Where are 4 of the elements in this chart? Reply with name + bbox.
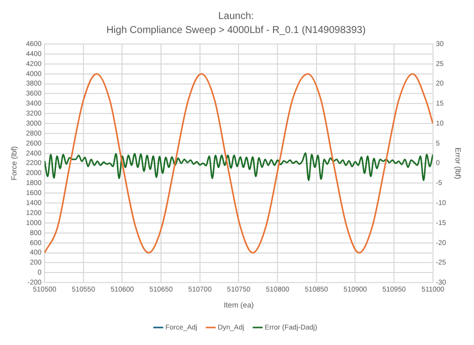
chart-title: Launch:	[218, 10, 254, 22]
chart-subtitle: High Compliance Sweep > 4000Lbf - R_0.1 (N149098393)	[106, 24, 366, 36]
line-series	[44, 73, 433, 254]
line-series	[44, 152, 433, 182]
